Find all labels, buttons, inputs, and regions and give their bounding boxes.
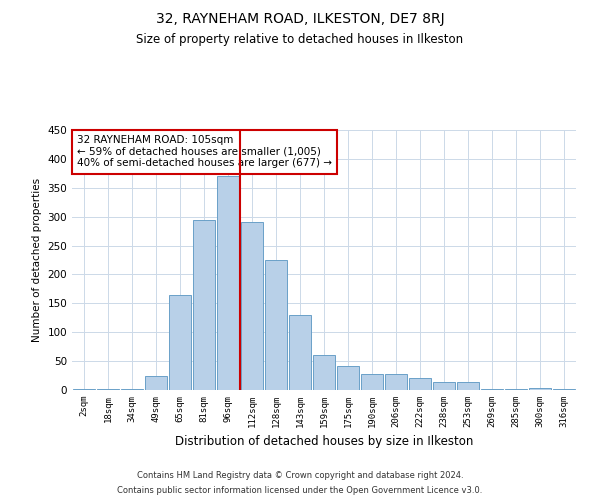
Text: 32, RAYNEHAM ROAD, ILKESTON, DE7 8RJ: 32, RAYNEHAM ROAD, ILKESTON, DE7 8RJ	[155, 12, 445, 26]
Bar	[385, 374, 407, 390]
Bar	[457, 382, 479, 390]
Bar	[409, 378, 431, 390]
Bar	[217, 176, 239, 390]
Bar	[241, 222, 263, 390]
Bar	[433, 382, 455, 390]
Bar	[265, 260, 287, 390]
Bar	[145, 376, 167, 390]
Bar	[337, 366, 359, 390]
Bar	[481, 389, 503, 390]
Bar	[361, 374, 383, 390]
Bar	[505, 389, 527, 390]
Text: Contains public sector information licensed under the Open Government Licence v3: Contains public sector information licen…	[118, 486, 482, 495]
Text: Contains HM Land Registry data © Crown copyright and database right 2024.: Contains HM Land Registry data © Crown c…	[137, 471, 463, 480]
Bar	[97, 389, 119, 390]
Text: Size of property relative to detached houses in Ilkeston: Size of property relative to detached ho…	[136, 32, 464, 46]
Bar	[289, 315, 311, 390]
Bar	[169, 294, 191, 390]
Bar	[193, 220, 215, 390]
Bar	[121, 389, 143, 390]
X-axis label: Distribution of detached houses by size in Ilkeston: Distribution of detached houses by size …	[175, 436, 473, 448]
Text: 32 RAYNEHAM ROAD: 105sqm
← 59% of detached houses are smaller (1,005)
40% of sem: 32 RAYNEHAM ROAD: 105sqm ← 59% of detach…	[77, 135, 332, 168]
Bar	[73, 389, 95, 390]
Bar	[529, 388, 551, 390]
Bar	[313, 356, 335, 390]
Y-axis label: Number of detached properties: Number of detached properties	[32, 178, 42, 342]
Bar	[553, 389, 575, 390]
